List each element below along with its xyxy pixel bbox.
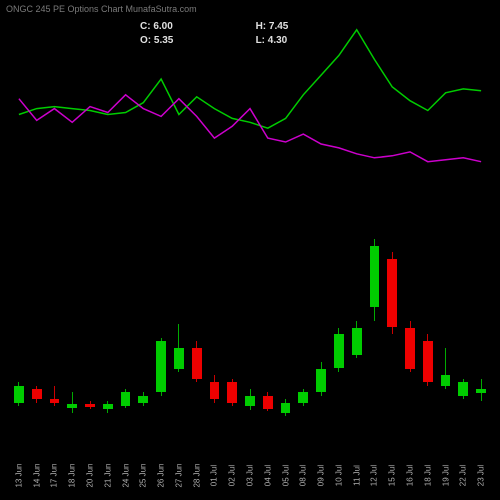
options-chart: ONGC 245 PE Options Chart MunafaSutra.co… [0, 0, 500, 500]
x-tick-label: 26 Jun [157, 446, 166, 500]
candle-body [85, 404, 95, 407]
candle-body [14, 386, 24, 403]
x-tick-label: 27 Jun [174, 446, 183, 500]
candle-body [227, 382, 237, 403]
candle-body [103, 404, 113, 409]
candle-body [476, 389, 486, 393]
candle-body [370, 246, 380, 308]
candle-body [334, 334, 344, 368]
candle-body [458, 382, 468, 396]
chart-title: ONGC 245 PE Options Chart MunafaSutra.co… [6, 4, 197, 14]
candle-body [192, 348, 202, 379]
x-tick-label: 12 Jul [370, 446, 379, 500]
x-tick-label: 03 Jul [246, 446, 255, 500]
candle-body [352, 328, 362, 355]
x-tick-label: 09 Jul [317, 446, 326, 500]
candlestick-layer [10, 20, 490, 430]
x-tick-label: 20 Jun [86, 446, 95, 500]
x-tick-label: 14 Jun [32, 446, 41, 500]
x-tick-label: 08 Jul [299, 446, 308, 500]
x-tick-label: 04 Jul [263, 446, 272, 500]
candle-body [263, 396, 273, 410]
candle-body [405, 328, 415, 369]
x-tick-label: 01 Jul [210, 446, 219, 500]
plot-area [10, 20, 490, 430]
candle-body [174, 348, 184, 369]
candle-body [138, 396, 148, 403]
x-axis: 13 Jun 14 Jun 17 Jun 18 Jun 20 Jun 21 Jun 24 J… [10, 430, 490, 500]
candle-body [298, 392, 308, 402]
x-tick-label: 25 Jun [139, 446, 148, 500]
x-tick-label: 02 Jul [228, 446, 237, 500]
candle-body [50, 399, 60, 402]
x-tick-label: 21 Jun [103, 446, 112, 500]
candle-body [441, 375, 451, 385]
x-tick-label: 22 Jul [459, 446, 468, 500]
candle-body [316, 369, 326, 393]
candle-wick [54, 386, 55, 407]
x-tick-label: 18 Jul [423, 446, 432, 500]
candle-body [67, 404, 77, 408]
candle-body [156, 341, 166, 392]
x-tick-label: 10 Jul [334, 446, 343, 500]
x-tick-label: 13 Jun [14, 446, 23, 500]
x-tick-label: 16 Jul [406, 446, 415, 500]
x-tick-label: 17 Jun [50, 446, 59, 500]
x-tick-label: 23 Jul [477, 446, 486, 500]
candle-wick [72, 392, 73, 413]
x-tick-label: 15 Jul [388, 446, 397, 500]
x-tick-label: 05 Jul [281, 446, 290, 500]
x-tick-label: 18 Jun [68, 446, 77, 500]
candle-body [387, 259, 397, 327]
candle-body [423, 341, 433, 382]
candle-body [245, 396, 255, 406]
candle-body [210, 382, 220, 399]
x-tick-label: 24 Jun [121, 446, 130, 500]
candle-body [281, 403, 291, 413]
x-tick-label: 11 Jul [352, 446, 361, 500]
candle-body [121, 392, 131, 406]
x-tick-label: 28 Jun [192, 446, 201, 500]
candle-body [32, 389, 42, 399]
x-tick-label: 19 Jul [441, 446, 450, 500]
